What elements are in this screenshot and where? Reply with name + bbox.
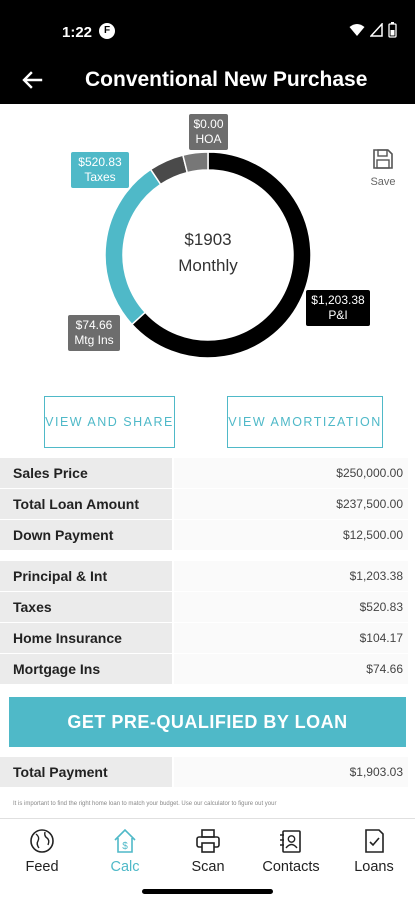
save-button[interactable]: Save <box>366 148 400 188</box>
nav-label-feed: Feed <box>25 859 59 875</box>
row-value-mortgage-ins: $74.66 <box>174 654 408 684</box>
wifi-icon <box>349 24 365 36</box>
back-arrow-icon[interactable] <box>20 68 44 92</box>
callout-pi-value: $1,203.38 <box>311 293 365 307</box>
table-row: Home Insurance $104.17 <box>0 623 415 654</box>
row-label-principal-int: Principal & Int <box>0 561 172 591</box>
house-dollar-icon: $ <box>114 828 136 853</box>
callout-mtg-label: Mtg Ins <box>74 333 114 347</box>
callout-pi: $1,203.38 P&I <box>306 290 370 326</box>
save-label: Save <box>370 176 396 188</box>
table-row: Taxes $520.83 <box>0 592 415 623</box>
row-value-home-insurance: $104.17 <box>174 623 408 653</box>
nav-label-calc: Calc <box>110 859 140 875</box>
nav-item-loans[interactable]: Loans <box>334 827 414 875</box>
contacts-icon <box>280 830 301 853</box>
nav-item-scan[interactable]: Scan <box>168 827 248 875</box>
row-value-total-payment: $1,903.03 <box>174 757 408 787</box>
row-value-sales-price: $250,000.00 <box>174 458 408 488</box>
get-pre-qualified-button[interactable]: GET PRE-QUALIFIED BY LOAN <box>9 697 406 747</box>
callout-hoa-label: HOA <box>195 132 222 146</box>
table-row: Mortgage Ins $74.66 <box>0 654 415 685</box>
row-value-total-loan: $237,500.00 <box>174 489 408 519</box>
status-time: 1:22 <box>62 24 93 41</box>
nav-item-calc[interactable]: $ Calc <box>85 827 165 875</box>
callout-taxes: $520.83 Taxes <box>71 152 129 188</box>
callout-hoa: $0.00 HOA <box>189 114 228 150</box>
app-bar: Conventional New Purchase <box>0 56 415 104</box>
battery-icon <box>388 22 397 38</box>
svg-text:$: $ <box>122 841 128 852</box>
monthly-amount: $1903 <box>184 230 232 249</box>
payment-chart-area: $1903 Monthly $0.00 HOA $520.83 Taxes $1… <box>0 104 415 394</box>
callout-mtg-value: $74.66 <box>75 318 113 332</box>
donut-slice-p-i <box>130 151 312 359</box>
row-value-down-payment: $12,500.00 <box>174 520 408 550</box>
callout-taxes-value: $520.83 <box>78 155 122 169</box>
document-check-icon <box>365 829 384 853</box>
view-and-share-button[interactable]: VIEW AND SHARE <box>44 396 175 448</box>
donut-slice-mtg-ins <box>181 151 209 174</box>
printer-icon <box>196 829 220 853</box>
app-notification-icon: F <box>99 23 115 39</box>
callout-pi-label: P&I <box>328 308 348 322</box>
row-value-principal-int: $1,203.38 <box>174 561 408 591</box>
table-row: Principal & Int $1,203.38 <box>0 561 415 592</box>
floppy-disk-icon <box>373 149 393 169</box>
row-value-taxes: $520.83 <box>174 592 408 622</box>
row-label-total-payment: Total Payment <box>0 757 172 787</box>
callout-mtg-ins: $74.66 Mtg Ins <box>68 315 120 351</box>
nav-item-feed[interactable]: Feed <box>2 827 82 875</box>
table-row: Total Loan Amount $237,500.00 <box>0 489 415 520</box>
disclaimer-text: It is important to find the right home l… <box>13 801 277 807</box>
page-title: Conventional New Purchase <box>85 68 368 91</box>
row-label-down-payment: Down Payment <box>0 520 172 550</box>
payment-donut-chart <box>104 151 312 359</box>
signal-icon <box>370 23 383 37</box>
row-label-total-loan: Total Loan Amount <box>0 489 172 519</box>
table-row: Down Payment $12,500.00 <box>0 520 415 551</box>
status-bar: 1:22 F <box>0 0 415 56</box>
nav-label-scan: Scan <box>191 859 225 875</box>
callout-taxes-label: Taxes <box>84 170 116 184</box>
globe-icon <box>30 829 54 853</box>
row-label-mortgage-ins: Mortgage Ins <box>0 654 172 684</box>
monthly-label: Monthly <box>178 256 238 275</box>
table-row: Sales Price $250,000.00 <box>0 458 415 489</box>
row-label-home-insurance: Home Insurance <box>0 623 172 653</box>
nav-label-contacts: Contacts <box>262 859 320 875</box>
row-label-taxes: Taxes <box>0 592 172 622</box>
nav-item-contacts[interactable]: Contacts <box>251 827 331 875</box>
total-row: Total Payment $1,903.03 <box>0 757 415 788</box>
callout-hoa-value: $0.00 <box>193 117 224 131</box>
row-label-sales-price: Sales Price <box>0 458 172 488</box>
donut-slice-taxes <box>104 168 162 326</box>
status-icons <box>349 22 397 38</box>
nav-label-loans: Loans <box>354 859 394 875</box>
view-amortization-button[interactable]: VIEW AMORTIZATION <box>227 396 383 448</box>
home-indicator <box>142 889 273 894</box>
bottom-nav: Feed $ Calc Scan Contacts Loans <box>0 818 415 882</box>
